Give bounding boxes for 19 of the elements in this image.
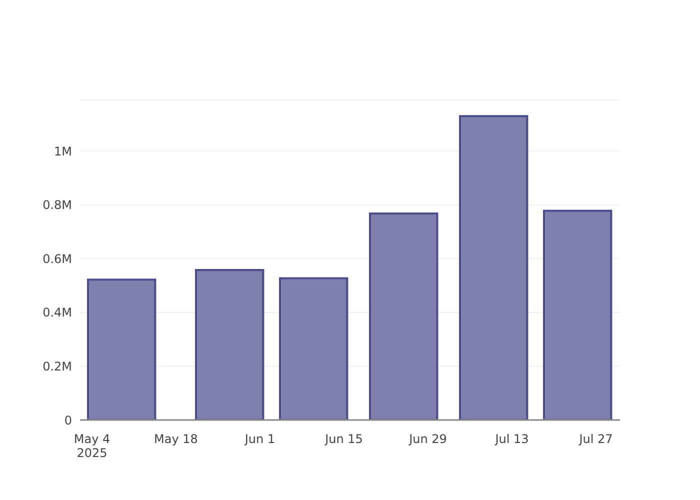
x-tick-label: May 4 2025: [74, 432, 110, 460]
y-tick-label: 0.6M: [42, 252, 72, 266]
y-tick-label: 0.4M: [42, 306, 72, 320]
y-tick-label: 1M: [54, 144, 72, 158]
x-tick-label: Jul 27: [578, 432, 613, 446]
bar: [369, 212, 438, 420]
bar: [543, 210, 612, 420]
bar: [87, 278, 156, 420]
x-tick-label: Jun 29: [408, 432, 447, 446]
y-tick-label: 0.8M: [42, 198, 72, 212]
x-tick-label: Jun 1: [244, 432, 276, 446]
x-tick-label: May 18: [154, 432, 198, 446]
bar: [279, 277, 348, 420]
y-tick-label: 0.2M: [42, 359, 72, 374]
bar: [459, 115, 528, 420]
x-tick-label: Jun 15: [324, 432, 363, 446]
bar: [195, 268, 264, 420]
x-tick-label: Jul 13: [494, 432, 529, 446]
y-tick-label: 0: [64, 413, 72, 428]
